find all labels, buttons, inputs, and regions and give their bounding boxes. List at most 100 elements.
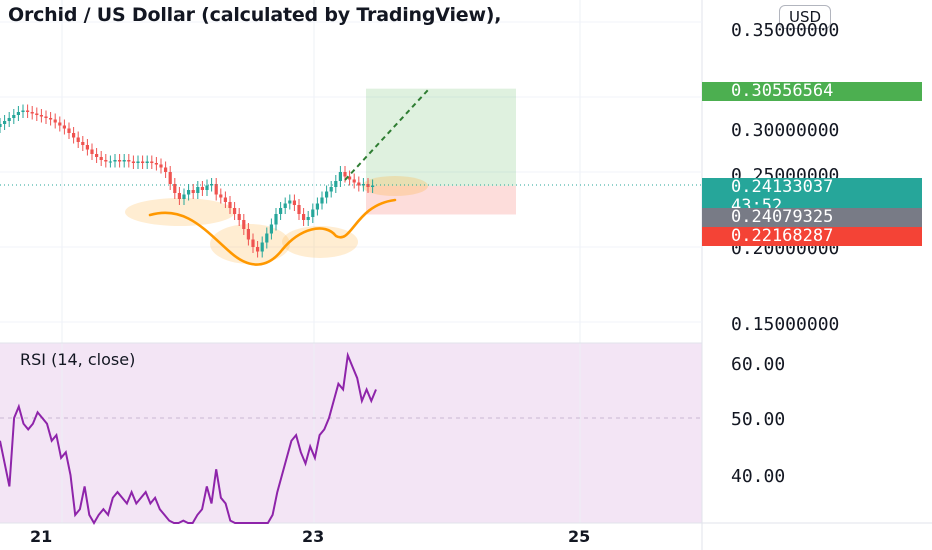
candle-body	[320, 197, 324, 204]
candle-body	[7, 118, 11, 121]
candle-body	[338, 172, 342, 181]
candle-body	[306, 217, 310, 220]
candle-body	[348, 176, 352, 180]
candle-body	[177, 193, 181, 199]
candle-body	[159, 164, 163, 168]
candle-body	[12, 115, 16, 118]
candle-body	[352, 179, 356, 183]
candle-body	[288, 200, 292, 204]
time-tick-label: 23	[302, 527, 325, 546]
candle-body	[265, 233, 269, 243]
candle-body	[237, 214, 241, 220]
candle-body	[246, 229, 250, 240]
candle-body	[76, 137, 80, 142]
candle-body	[0, 124, 2, 127]
candle-body	[292, 200, 296, 205]
candle-body	[62, 125, 66, 129]
candle-body	[95, 154, 99, 157]
candle-body	[219, 194, 223, 198]
rsi-tick-label: 60.00	[731, 354, 786, 375]
entry-price-tag: 0.24079325	[702, 208, 922, 227]
candle-body	[256, 247, 260, 252]
candle-body	[127, 160, 131, 162]
currency-button[interactable]: USD	[779, 5, 831, 29]
candle-body	[53, 119, 57, 123]
candle-body	[228, 202, 232, 208]
candle-body	[361, 184, 365, 186]
profit-zone	[366, 88, 516, 186]
candle-body	[85, 145, 89, 150]
candle-body	[260, 242, 264, 252]
candle-body	[182, 194, 186, 199]
candle-body	[191, 190, 195, 193]
candle-body	[104, 160, 108, 162]
candle-body	[90, 149, 94, 154]
candle-body	[196, 187, 200, 193]
candle-body	[154, 163, 158, 165]
candle-body	[58, 122, 62, 126]
candle-body	[283, 203, 287, 208]
candle-body	[251, 239, 255, 247]
candle-body	[302, 214, 306, 220]
candle-body	[136, 161, 140, 163]
price-tick-label: 0.30000000	[731, 120, 840, 141]
candle-body	[279, 208, 283, 214]
candle-body	[35, 113, 39, 115]
chart-title: Orchid / US Dollar (calculated by Tradin…	[8, 4, 502, 26]
candle-body	[371, 185, 375, 187]
candle-body	[164, 167, 168, 172]
candle-body	[274, 214, 278, 225]
candle-body	[343, 172, 347, 177]
rsi-tick-label: 50.00	[731, 409, 786, 430]
candle-body	[210, 184, 214, 186]
stop-price-tag: 0.22168287	[702, 227, 922, 246]
candle-body	[334, 181, 338, 187]
candle-body	[118, 160, 122, 162]
candle-body	[315, 203, 319, 210]
candle-body	[205, 185, 209, 190]
candle-body	[233, 208, 237, 214]
candle-body	[99, 157, 103, 160]
highlight-shoulder-right	[282, 226, 358, 258]
rsi-indicator-label[interactable]: RSI (14, close)	[20, 350, 136, 369]
candle-body	[39, 115, 43, 117]
candle-body	[173, 184, 177, 193]
candle-body	[200, 187, 204, 190]
candle-body	[141, 161, 145, 163]
candle-body	[44, 116, 48, 118]
candle-body	[242, 220, 246, 229]
candle-body	[311, 209, 315, 217]
candle-body	[67, 128, 71, 133]
projection-line	[344, 89, 429, 181]
highlight-shoulder-left	[125, 198, 235, 226]
candle-body	[30, 112, 34, 114]
cup-pattern-curve	[148, 198, 397, 266]
time-tick-label: 25	[568, 527, 591, 546]
rsi-line	[0, 351, 377, 525]
candle-body	[3, 121, 7, 124]
candle-body	[26, 110, 30, 112]
candle-body	[72, 133, 76, 138]
price-tick-label: 0.35000000	[731, 20, 840, 41]
candle-body	[150, 161, 154, 163]
highlight-head	[210, 224, 290, 264]
candle-body	[113, 160, 117, 162]
candle-body	[297, 205, 301, 214]
candle-body	[329, 187, 333, 192]
candle-body	[81, 142, 85, 145]
candle-body	[108, 161, 112, 163]
price-tick-label: 0.15000000	[731, 314, 840, 335]
candle-body	[187, 190, 191, 195]
highlight-breakout	[362, 176, 428, 196]
candle-body	[16, 112, 20, 115]
candle-body	[223, 197, 227, 202]
candle-body	[325, 191, 329, 198]
rsi-panel-background	[0, 343, 702, 523]
candle-body	[49, 118, 53, 120]
candle-body	[214, 184, 218, 195]
candle-body	[131, 161, 135, 163]
candle-body	[21, 110, 25, 112]
candle-body	[145, 161, 149, 163]
